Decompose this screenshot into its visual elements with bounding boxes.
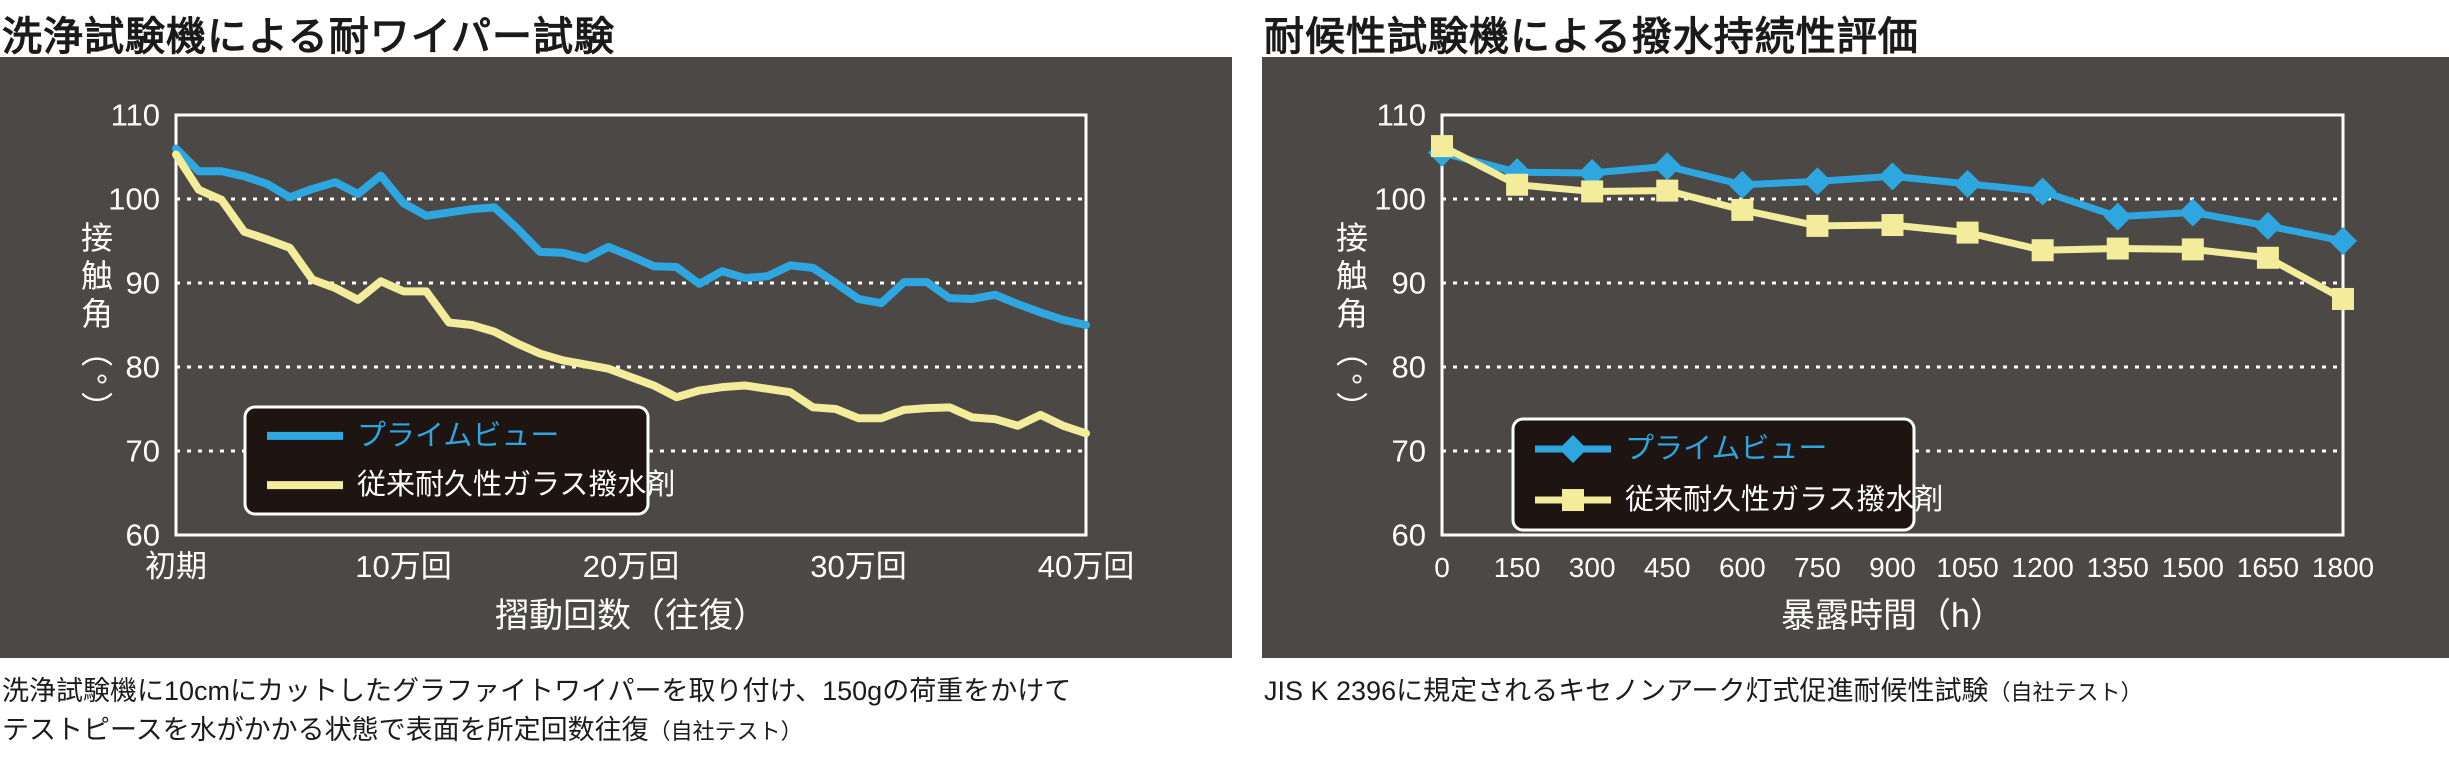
weathering-chart-title: 耐候性試験機による撥水持続性評価: [1264, 15, 1919, 59]
caption-line-1: JIS K 2396に規定されるキセノンアーク灯式促進耐候性試験: [1264, 676, 1989, 706]
x-tick-label: 900: [1869, 552, 1916, 583]
x-tick-label: 10万回: [355, 549, 451, 584]
caption-line-2: テストピースを水がかかる状態で表面を所定回数往復: [2, 715, 649, 745]
square-marker: [2031, 239, 2054, 262]
wiper-chart-caption: 洗浄試験機に10cmにカットしたグラファイトワイパーを取り付け、150gの荷重を…: [2, 672, 1232, 751]
wiper-test-figure: 洗浄試験機による耐ワイパー試験 110 100 90 80 70 60 接触角（°） 初期 10…: [0, 0, 1232, 751]
square-marker: [1731, 198, 1754, 221]
x-tick-label: 1650: [2237, 552, 2299, 583]
y-tick-label: 90: [1392, 266, 1426, 301]
diamond-marker: [2178, 198, 2207, 227]
diamond-marker: [2329, 227, 2357, 255]
square-marker: [2332, 287, 2354, 310]
y-axis-title: 接触角（°）: [77, 221, 113, 430]
plot-border: [1440, 113, 2345, 537]
x-tick-label: 450: [1644, 552, 1691, 583]
y-tick-label: 60: [126, 518, 160, 553]
y-tick-label: 80: [1392, 350, 1426, 385]
y-axis-title: 接触角（°）: [1332, 221, 1368, 430]
x-tick-label: 20万回: [583, 549, 679, 584]
legend-box: [1511, 417, 1916, 532]
x-tick-label: 750: [1794, 552, 1841, 583]
y-tick-label: 100: [1374, 182, 1426, 217]
x-tick-label: 1350: [2087, 552, 2149, 583]
series-line-1: [172, 150, 1090, 438]
x-tick-label: 1500: [2162, 552, 2224, 583]
legend-label: 従来耐久性ガラス撥水剤: [357, 468, 675, 501]
square-marker: [1956, 221, 1979, 244]
square-marker: [1506, 173, 1529, 196]
x-tick-label: 1050: [1936, 552, 1998, 583]
x-tick-label: 30万回: [810, 549, 906, 584]
x-tick-label: 1200: [2012, 552, 2074, 583]
wiper-chart-panel: 110 100 90 80 70 60 接触角（°） 初期 10万回 20万回 30万回 40万回摺動…: [0, 57, 1232, 658]
y-tick-label: 80: [126, 350, 160, 385]
x-axis-title: 摺動回数（往復）: [495, 597, 767, 635]
weathering-chart-caption: JIS K 2396に規定されるキセノンアーク灯式促進耐候性試験（自社テスト）: [1264, 672, 2449, 712]
y-tick-label: 110: [111, 98, 160, 133]
diamond-marker: [1953, 169, 1982, 198]
square-marker: [2181, 238, 2204, 261]
diamond-marker: [2253, 211, 2282, 240]
diamond-marker: [1803, 167, 1832, 196]
x-axis-title: 暴露時間（h）: [1781, 597, 2004, 635]
series-line-0: [172, 144, 1090, 329]
y-tick-label: 110: [1377, 98, 1426, 133]
weathering-chart: 110 100 90 80 70 60 接触角（°） 0 150 300 450 600 750 900 1…: [1332, 98, 2374, 636]
legend-label: プライムビュー: [1625, 433, 1827, 465]
square-marker: [1431, 135, 1453, 158]
weathering-chart-panel: 110 100 90 80 70 60 接触角（°） 0 150 300 450 600 750 900 1…: [1262, 57, 2449, 658]
square-marker: [1656, 179, 1679, 202]
diamond-marker: [1578, 158, 1607, 187]
square-marker: [1881, 214, 1904, 237]
legend-label: プライムビュー: [357, 420, 559, 452]
y-tick-label: 90: [126, 266, 160, 301]
caption-line-1: 洗浄試験機に10cmにカットしたグラファイトワイパーを取り付け、150gの荷重を…: [2, 676, 1072, 706]
diamond-marker: [1728, 170, 1757, 199]
legend-box: [243, 405, 650, 516]
y-tick-label: 60: [1392, 518, 1426, 553]
caption-note: （自社テスト）: [648, 719, 803, 744]
square-marker: [1562, 489, 1584, 512]
diamond-marker: [1559, 434, 1587, 463]
x-tick-label: 初期: [145, 549, 207, 584]
diamond-marker: [2103, 202, 2132, 231]
y-tick-label: 70: [126, 434, 160, 469]
square-marker: [2106, 237, 2129, 260]
square-marker: [2256, 246, 2279, 269]
caption-note: （自社テスト）: [1988, 680, 2143, 705]
diamond-marker: [2028, 177, 2057, 206]
x-tick-label: 150: [1494, 552, 1541, 583]
y-tick-label: 100: [108, 182, 160, 217]
x-tick-label: 300: [1569, 552, 1616, 583]
wiper-chart-title: 洗浄試験機による耐ワイパー試験: [2, 15, 615, 59]
diamond-marker: [1653, 152, 1682, 181]
x-tick-label: 0: [1434, 552, 1450, 583]
x-tick-label: 40万回: [1038, 549, 1134, 584]
x-tick-label: 1800: [2312, 552, 2374, 583]
diamond-marker: [1878, 162, 1907, 191]
square-marker: [1581, 180, 1604, 203]
y-tick-label: 70: [1392, 434, 1426, 469]
weathering-test-figure: 耐候性試験機による撥水持続性評価 110 100 90 80 70 60 接触角（°） 0 15…: [1262, 0, 2449, 712]
wiper-chart: 110 100 90 80 70 60 接触角（°） 初期 10万回 20万回 30万回 40万回摺動…: [77, 98, 1134, 636]
legend-label: 従来耐久性ガラス撥水剤: [1625, 483, 1943, 516]
square-marker: [1806, 214, 1829, 237]
x-tick-label: 600: [1719, 552, 1766, 583]
